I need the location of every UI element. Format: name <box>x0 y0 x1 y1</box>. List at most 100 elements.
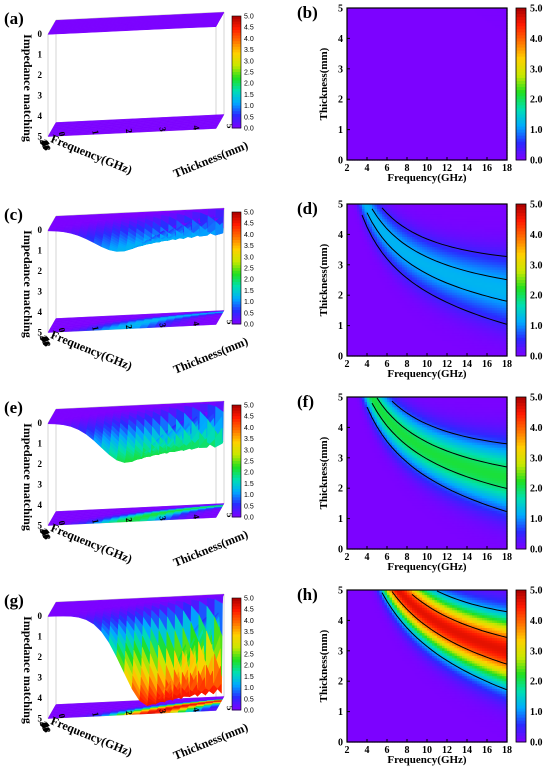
surface-facet <box>86 32 94 33</box>
colorbar-segment <box>516 154 526 158</box>
colorbar-segment <box>516 32 526 36</box>
colorbar-segment <box>516 130 526 134</box>
colorbar-segment <box>516 23 526 27</box>
colorbar-tick-label: 1.0 <box>244 103 254 110</box>
surface-facet <box>102 31 110 32</box>
colorbar-segment <box>516 44 526 48</box>
y-tick-label: 0 <box>338 156 343 167</box>
colorbar-segment <box>516 120 526 124</box>
colorbar-tick-label: 3.5 <box>244 47 254 54</box>
surface-facet <box>48 33 56 34</box>
surface-facet <box>140 29 148 30</box>
z-tick-label: 2 <box>38 70 43 80</box>
surface-facet <box>208 26 216 27</box>
colorbar-segment <box>516 48 526 52</box>
colorbar-tick-label: 4.0 <box>244 36 254 43</box>
surface-facet <box>71 32 79 33</box>
colorbar-tick-label: 0.0 <box>244 126 254 133</box>
colorbar-tick-label: 5.0 <box>530 4 543 15</box>
x-tick-label: 4 <box>365 163 370 174</box>
colorbar-segment <box>516 17 526 21</box>
surface-panel-c: 012345Impedance matching18161412108642 Fr… <box>4 205 254 377</box>
x-tick-label: 18 <box>502 163 512 174</box>
surface-facet <box>163 28 171 29</box>
colorbar-tick-label: 0.0 <box>530 156 543 167</box>
colorbar-segment <box>516 93 526 97</box>
floor-cell <box>147 131 155 132</box>
y-tick-label: 4 <box>191 124 202 131</box>
floor-cell <box>178 129 186 130</box>
colorbar-segment <box>516 69 526 73</box>
y-axis-label: Thickness(mm) <box>318 47 330 120</box>
y-tick-label: 2 <box>124 128 135 135</box>
y-tick-label: 5 <box>338 4 343 15</box>
surface-facet <box>170 28 178 29</box>
colorbar-segment <box>516 35 526 39</box>
colorbar-tick-label: 4.5 <box>244 25 254 32</box>
surface-facet <box>193 27 201 28</box>
colorbar-segment <box>516 41 526 45</box>
surface-facet <box>201 26 209 27</box>
colorbar-segment <box>516 108 526 112</box>
colorbar-segment <box>516 87 526 91</box>
colorbar-segment <box>516 11 526 15</box>
colorbar-segment <box>516 84 526 88</box>
y-axis-label: Thickness(mm) <box>171 138 250 181</box>
colorbar-segment <box>516 139 526 143</box>
z-tick-label: 4 <box>38 111 43 121</box>
x-axis-label: Frequency(GHz) <box>49 132 134 177</box>
z-tick-label: 1 <box>38 50 43 60</box>
colorbar-segment <box>516 29 526 33</box>
colorbar-segment <box>516 75 526 79</box>
colorbar-segment <box>516 117 526 121</box>
surface-facet <box>147 29 155 30</box>
y-tick-label: 1 <box>90 129 101 136</box>
surface-facet <box>132 29 140 30</box>
floor-cell <box>170 130 178 131</box>
x-tick-label: 2 <box>345 163 350 174</box>
z-tick-label: 0 <box>38 29 43 39</box>
surface-facet <box>56 33 64 34</box>
colorbar-segment <box>516 142 526 146</box>
colorbar-segment <box>516 72 526 76</box>
floor-cell <box>71 134 79 135</box>
colorbar-tick-label: 2.0 <box>530 95 543 106</box>
colorbar-segment <box>516 99 526 103</box>
colorbar-segment <box>516 63 526 67</box>
colorbar-tick-label: 5.0 <box>244 14 254 21</box>
y-tick-label: 1 <box>338 125 343 136</box>
colorbar-segment <box>516 81 526 85</box>
panel-label: (b) <box>297 3 318 22</box>
colorbar-segment <box>516 90 526 94</box>
colorbar-tick-label: 0.5 <box>244 114 254 121</box>
colorbar-segment <box>516 57 526 61</box>
colorbar-segment <box>516 124 526 128</box>
colorbar-segment <box>516 111 526 115</box>
colorbar-segment <box>516 136 526 140</box>
colorbar-segment <box>516 102 526 106</box>
surface-facet <box>178 27 186 28</box>
colorbar-segment <box>516 20 526 24</box>
colorbar-segment <box>516 127 526 131</box>
colorbar-segment <box>516 78 526 82</box>
surface-facet <box>63 33 71 34</box>
colorbar: 5.04.54.03.53.02.52.01.51.00.50.0 <box>232 14 254 133</box>
colorbar-segment <box>516 151 526 155</box>
colorbar-segment <box>516 114 526 118</box>
floor-cell <box>117 132 125 133</box>
surface-facet <box>117 30 125 31</box>
floor-cell <box>208 128 216 129</box>
colorbar-tick-label: 2.5 <box>244 70 254 77</box>
floor-cell <box>79 134 87 135</box>
colorbar-tick-label: 3.0 <box>530 64 543 75</box>
colorbar-segment <box>516 96 526 100</box>
heatmap-panel-b: 2 4 6 8 10 12 14 16 18012345Frequency(GHz)Thickn… <box>297 3 543 184</box>
colorbar-segment <box>516 145 526 149</box>
surface-facet <box>94 31 102 32</box>
colorbar-segment <box>516 105 526 109</box>
y-tick-label: 2 <box>338 95 343 106</box>
z-tick-label: 3 <box>38 91 43 101</box>
y-tick-label: 3 <box>338 64 343 75</box>
